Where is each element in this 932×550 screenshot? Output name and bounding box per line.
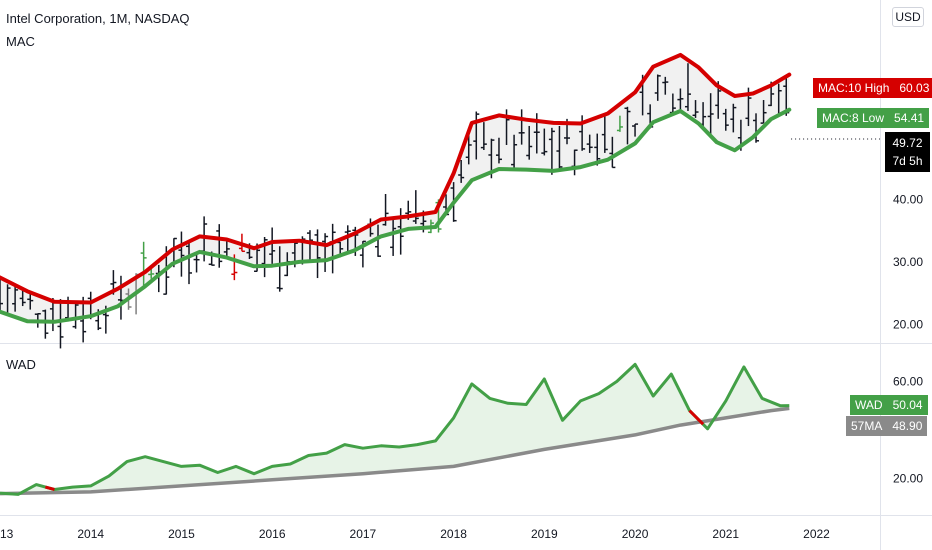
time-tick-label: 2017: [350, 527, 377, 541]
ma57-tag-value: 48.90: [892, 419, 923, 433]
price-tick-label: 20.00: [893, 317, 923, 331]
time-tick-label: 2021: [712, 527, 739, 541]
mac-high-tag-label: MAC:10 High: [818, 81, 890, 95]
ma57-tag: 57MA 48.90: [846, 416, 928, 436]
last-price-value: 49.72: [892, 136, 923, 150]
wad-down-segment: [688, 409, 705, 426]
time-tick-label: 2016: [259, 527, 286, 541]
time-tick-label: 2018: [440, 527, 467, 541]
currency-button[interactable]: USD: [892, 7, 924, 27]
wad-fill: [0, 364, 790, 495]
mac-low-tag-value: 54.41: [894, 111, 925, 125]
wad-tick-label: 60.00: [893, 374, 923, 388]
mac-low-tag-label: MAC:8 Low: [822, 111, 885, 125]
mac-high-tag: MAC:10 High 60.03: [813, 78, 932, 98]
time-tick-label: 2014: [77, 527, 104, 541]
time-tick-label: 2019: [531, 527, 558, 541]
mac-high-line: [0, 52, 792, 305]
mac-low-line: [0, 107, 792, 324]
wad-tag-label: WAD: [855, 398, 883, 412]
last-price-tag: 49.72 7d 5h: [885, 132, 930, 172]
mac-indicator-label[interactable]: MAC: [6, 34, 35, 49]
time-tick-label: 2022: [803, 527, 830, 541]
wad-tag-value: 50.04: [892, 398, 923, 412]
time-tick-label: 2020: [622, 527, 649, 541]
wad-down-segment: [44, 485, 55, 491]
ma57-tag-label: 57MA: [851, 419, 883, 433]
price-tick-label: 30.00: [893, 255, 923, 269]
mac-high-tag-value: 60.03: [899, 81, 930, 95]
price-tick-label: 40.00: [893, 193, 923, 207]
time-tick-label: 2013: [0, 527, 14, 541]
wad-tick-label: 20.00: [893, 472, 923, 486]
mac-low-tag: MAC:8 Low 54.41: [817, 108, 930, 128]
ma57-line: [0, 406, 790, 496]
wad-tag: WAD 50.04: [850, 395, 928, 415]
wad-indicator-label[interactable]: WAD: [6, 357, 36, 372]
bar-countdown: 7d 5h: [892, 154, 923, 168]
time-tick-label: 2015: [168, 527, 195, 541]
wad-line: [0, 362, 790, 496]
chart-title: Intel Corporation, 1M, NASDAQ: [6, 11, 190, 26]
mac-channel-fill: [0, 54, 790, 322]
